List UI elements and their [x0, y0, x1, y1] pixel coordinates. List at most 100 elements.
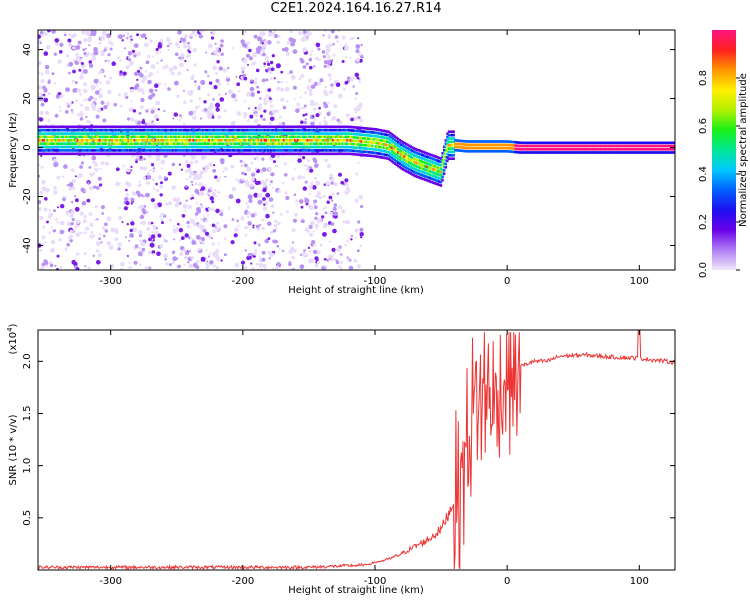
spectrogram-cell	[324, 145, 327, 149]
spectrogram-cell	[178, 125, 181, 129]
spectrogram-cell	[144, 128, 148, 132]
spectrogram-cell	[427, 155, 430, 159]
spectrogram-cell	[224, 139, 227, 142]
spectrogram-cell	[412, 174, 416, 177]
spectrogram-cell	[121, 152, 124, 156]
spectrogram-cell	[363, 147, 367, 150]
spectrogram-cell	[446, 136, 449, 139]
spectrogram-cell	[126, 255, 129, 257]
spectrogram-cell	[178, 228, 184, 233]
spectrogram-cell	[130, 202, 133, 205]
spectrogram-cell	[149, 135, 152, 139]
spectrogram-cell	[155, 142, 159, 145]
spectrogram-cell	[327, 145, 330, 149]
spectrogram-cell	[468, 146, 471, 150]
spectrogram-cell	[205, 211, 208, 214]
spectrogram-cell	[84, 145, 87, 149]
spectrogram-cell	[476, 150, 479, 153]
spectrogram-cell	[81, 142, 84, 145]
spectrogram-cell	[330, 128, 333, 132]
spectrogram-cell	[614, 151, 617, 154]
spectrogram-cell	[406, 170, 409, 174]
spectrogram-cell	[619, 141, 622, 145]
spectrogram-cell	[303, 249, 306, 252]
spectrogram-cell	[111, 125, 114, 129]
spectrogram-cell	[278, 132, 281, 135]
spectrogram-cell	[397, 157, 400, 161]
spectrogram-cell	[331, 192, 335, 196]
spectrogram-cell	[154, 88, 158, 92]
spectrogram-cell	[80, 103, 84, 107]
spectrogram-cell	[232, 128, 235, 132]
spectrogram-cell	[53, 186, 58, 190]
spectrogram-cell	[414, 154, 417, 158]
spectrogram-cell	[506, 140, 509, 143]
spectrogram-cell	[430, 157, 433, 160]
spectrogram-cell	[330, 142, 333, 145]
spectrogram-y-tick-label: 20	[22, 92, 33, 105]
spectrogram-cell	[281, 132, 284, 135]
spectrogram-cell	[102, 142, 105, 145]
spectrogram-cell	[272, 229, 277, 233]
spectrogram-cell	[254, 167, 258, 171]
spectrogram-cell	[414, 164, 417, 168]
spectrogram-cell	[295, 152, 298, 156]
spectrogram-cell	[596, 151, 600, 154]
spectrogram-cell	[188, 110, 194, 116]
spectrogram-cell	[297, 139, 300, 142]
spectrogram-cell	[240, 149, 243, 152]
spectrogram-cell	[411, 146, 414, 149]
spectrogram-cell	[422, 167, 425, 171]
spectrogram-cell	[346, 128, 349, 132]
spectrogram-cell	[303, 125, 306, 129]
spectrogram-cell	[531, 148, 535, 151]
spectrogram-cell	[235, 128, 238, 132]
spectrogram-cell	[67, 125, 70, 129]
spectrogram-cell	[385, 133, 389, 137]
spectrogram-cell	[446, 139, 449, 142]
spectrogram-cell	[355, 126, 359, 129]
spectrogram-cell	[55, 94, 60, 99]
spectrogram-cell	[638, 151, 641, 154]
spectrogram-cell	[536, 148, 539, 151]
spectrogram-cell	[358, 126, 362, 130]
spectrogram-cell	[323, 119, 327, 123]
spectrogram-cell	[68, 182, 74, 188]
spectrogram-cell	[78, 132, 81, 135]
spectrogram-cell	[287, 128, 290, 132]
spectrogram-cell	[347, 135, 351, 139]
spectrogram-cell	[57, 125, 60, 129]
snr-y-tick-label: 1.0	[22, 458, 33, 474]
spectrogram-cell	[41, 132, 45, 135]
spectrogram-cell	[127, 56, 131, 59]
spectrogram-cell	[100, 241, 103, 244]
spectrogram-cell	[649, 144, 652, 148]
spectrogram-cell	[460, 146, 463, 149]
spectrogram-cell	[156, 118, 160, 121]
spectrogram-cell	[327, 73, 332, 78]
spectrogram-cell	[293, 139, 297, 142]
spectrogram-cell	[257, 149, 260, 152]
spectrogram-cell	[213, 145, 216, 149]
spectrogram-cell	[292, 135, 295, 139]
spectrogram-cell	[114, 228, 119, 233]
spectrogram-cell	[337, 93, 343, 99]
spectrogram-cell	[187, 49, 190, 52]
spectrogram-cell	[40, 142, 43, 145]
spectrogram-cell	[204, 169, 207, 173]
spectrogram-cell	[449, 133, 452, 137]
spectrogram-cell	[240, 39, 245, 44]
spectrogram-cell	[596, 144, 600, 148]
spectrogram-cell	[427, 162, 430, 166]
spectrogram-cell	[346, 149, 349, 152]
spectrogram-cell	[310, 84, 316, 89]
spectrogram-cell	[84, 132, 87, 135]
spectrogram-cell	[261, 226, 265, 231]
spectrogram-cell	[304, 180, 308, 184]
spectrogram-cell	[181, 145, 184, 149]
spectrogram-cell	[175, 142, 178, 145]
spectrogram-cell	[206, 145, 210, 149]
spectrogram-cell	[230, 240, 235, 245]
spectrogram-cell	[95, 114, 100, 119]
spectrogram-cell	[280, 87, 284, 92]
